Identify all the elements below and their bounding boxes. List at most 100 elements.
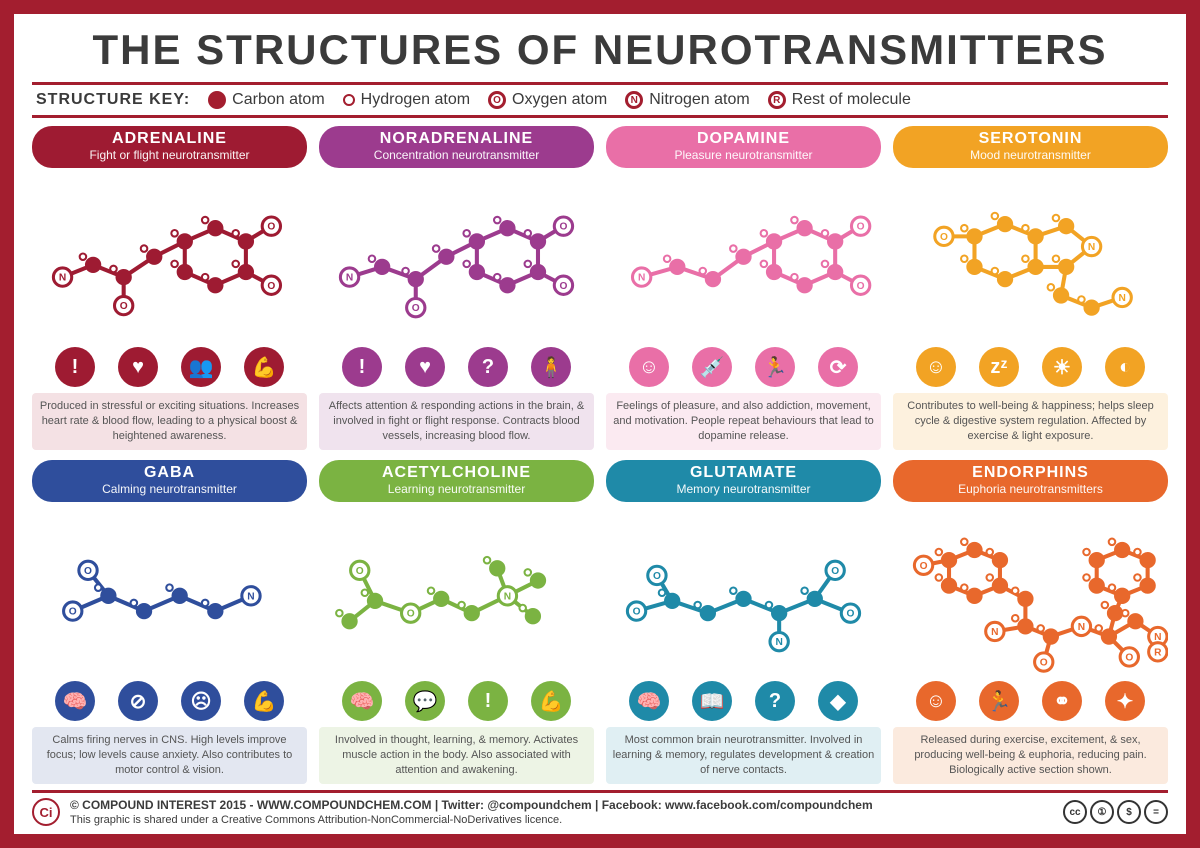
card-gaba: GABACalming neurotransmitterOON🧠⊘☹💪Calms… [32,460,307,784]
card-glutamate: GLUTAMATEMemory neurotransmitterOOOON🧠📖?… [606,460,881,784]
effect-icon: ☹ [181,681,221,721]
card-dopamine: DOPAMINEPleasure neurotransmitterNOO☺💉🏃⟳… [606,126,881,450]
card-name: DOPAMINE [614,130,873,148]
effect-icon: ☺ [916,347,956,387]
svg-text:N: N [504,591,511,602]
page-title: THE STRUCTURES OF NEUROTRANSMITTERS [32,24,1168,85]
effect-icon: 👥 [181,347,221,387]
svg-text:O: O [1040,658,1048,669]
cc-icon: cc [1063,800,1087,824]
card-subtitle: Mood neurotransmitter [901,148,1160,162]
svg-text:N: N [991,627,998,638]
effect-icon: 💉 [692,347,732,387]
svg-text:R: R [1154,647,1162,658]
effect-icon: ♥ [118,347,158,387]
card-description: Contributes to well-being & happiness; h… [893,393,1168,450]
card-noradrenaline: NORADRENALINEConcentration neurotransmit… [319,126,594,450]
svg-text:N: N [775,637,782,648]
hydrogen-swatch [343,94,355,106]
molecule-diagram: O O N [319,502,594,679]
card-header: GLUTAMATEMemory neurotransmitter [606,460,881,502]
effect-icons: ☺zᶻ☀◐ [893,345,1168,393]
carbon-swatch [208,91,226,109]
card-description: Most common brain neurotransmitter. Invo… [606,727,881,784]
svg-text:O: O [407,609,415,620]
svg-text:O: O [559,281,567,292]
card-endorphins: ENDORPHINSEuphoria neurotransmittersONON… [893,460,1168,784]
card-description: Produced in stressful or exciting situat… [32,393,307,450]
svg-text:O: O [1125,652,1133,663]
effect-icon: 🧠 [629,681,669,721]
card-subtitle: Euphoria neurotransmitters [901,482,1160,496]
effect-icons: !♥?🧍 [319,345,594,393]
svg-text:N: N [1118,293,1125,304]
card-subtitle: Calming neurotransmitter [40,482,299,496]
card-description: Feelings of pleasure, and also addiction… [606,393,881,450]
card-description: Calms firing nerves in CNS. High levels … [32,727,307,784]
effect-icon: 🧍 [531,347,571,387]
effect-icon: 🏃 [755,347,795,387]
card-subtitle: Memory neurotransmitter [614,482,873,496]
effect-icon: ! [55,347,95,387]
svg-text:O: O [559,222,567,233]
molecule-diagram: NOOO [319,168,594,345]
effect-icon: ♥ [405,347,445,387]
svg-text:N: N [638,273,645,284]
svg-text:O: O [267,222,275,233]
card-adrenaline: ADRENALINEFight or flight neurotransmitt… [32,126,307,450]
rest-swatch: R [768,91,786,109]
svg-text:O: O [84,566,92,577]
effect-icon: ⚭ [1042,681,1082,721]
effect-icons: !♥👥💪 [32,345,307,393]
effect-icon: ☀ [1042,347,1082,387]
molecule-diagram: ONN [893,168,1168,345]
key-item-rest: R Rest of molecule [768,91,911,109]
svg-text:N: N [1088,242,1095,253]
card-subtitle: Fight or flight neurotransmitter [40,148,299,162]
footer-text: © COMPOUND INTEREST 2015 - WWW.COMPOUNDC… [70,797,1053,828]
card-name: ADRENALINE [40,130,299,148]
key-item-oxygen: O Oxygen atom [488,91,607,109]
effect-icon: ✦ [1105,681,1145,721]
effect-icon: ! [468,681,508,721]
card-name: GLUTAMATE [614,464,873,482]
card-name: ENDORPHINS [901,464,1160,482]
effect-icons: ☺ 🏃 ⚭ ✦ [893,679,1168,727]
ci-logo-icon: Ci [32,798,60,826]
effect-icon: ⟳ [818,347,858,387]
card-header: ADRENALINEFight or flight neurotransmitt… [32,126,307,168]
effect-icon: ◆ [818,681,858,721]
card-header: DOPAMINEPleasure neurotransmitter [606,126,881,168]
svg-text:O: O [653,571,661,582]
effect-icon: 📖 [692,681,732,721]
svg-text:O: O [356,566,364,577]
effect-icon: zᶻ [979,347,1019,387]
card-name: GABA [40,464,299,482]
card-description: Involved in thought, learning, & memory.… [319,727,594,784]
svg-text:N: N [247,591,254,602]
card-header: ENDORPHINSEuphoria neurotransmitters [893,460,1168,502]
infographic-frame: THE STRUCTURES OF NEUROTRANSMITTERS STRU… [0,0,1200,848]
svg-text:O: O [120,301,128,312]
card-name: ACETYLCHOLINE [327,464,586,482]
card-description: Affects attention & responding actions i… [319,393,594,450]
effect-icons: 🧠💬!💪 [319,679,594,727]
effect-icon: ☺ [629,347,669,387]
cc-nc-icon: $ [1117,800,1141,824]
effect-icon: ☺ [916,681,956,721]
effect-icon: 🏃 [979,681,1019,721]
card-subtitle: Pleasure neurotransmitter [614,148,873,162]
effect-icon: 💪 [244,681,284,721]
key-item-carbon: Carbon atom [208,91,325,109]
card-subtitle: Learning neurotransmitter [327,482,586,496]
svg-text:O: O [633,607,641,618]
effect-icons: ☺ 💉 🏃 ⟳ [606,345,881,393]
svg-text:O: O [857,281,865,292]
effect-icon: ! [342,347,382,387]
cc-nd-icon: = [1144,800,1168,824]
card-name: NORADRENALINE [327,130,586,148]
svg-text:O: O [69,607,77,618]
molecule-diagram: NOO [606,168,881,345]
svg-text:O: O [412,303,420,314]
svg-text:O: O [920,561,928,572]
